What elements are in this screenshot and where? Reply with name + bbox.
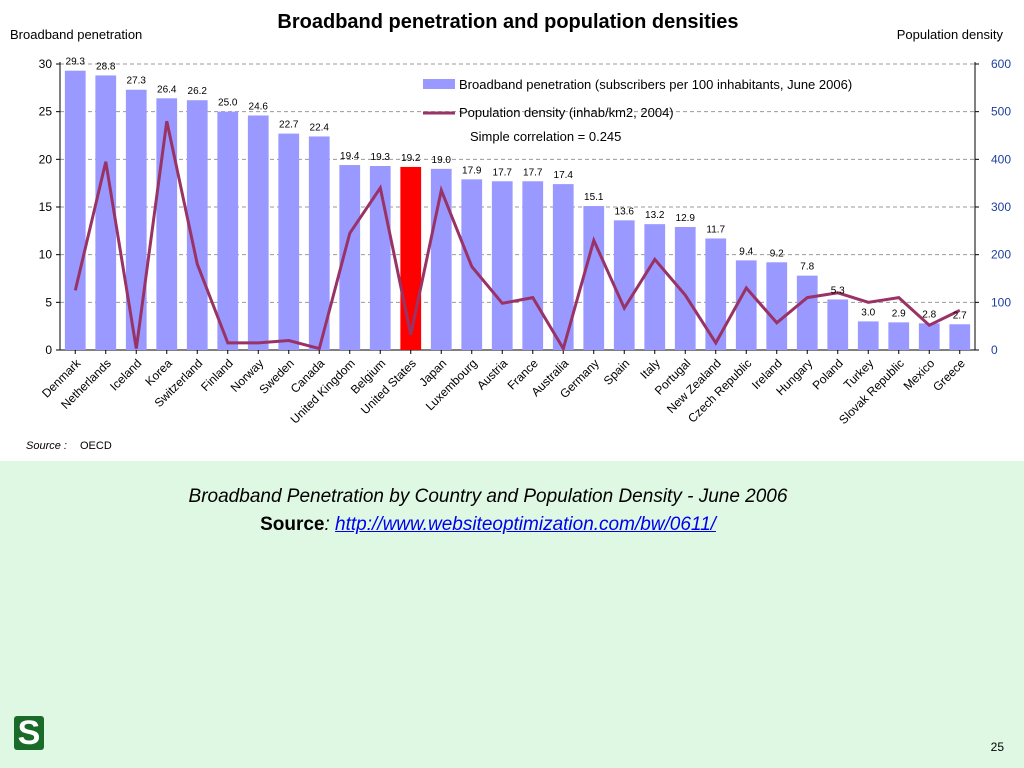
bar-data-label: 12.9: [676, 213, 696, 224]
bar-data-label: 19.2: [401, 153, 421, 164]
x-tick-label: Poland: [810, 356, 846, 392]
legend-bar-label: Broadband penetration (subscribers per 1…: [459, 77, 852, 92]
bar-data-label: 2.9: [892, 308, 906, 319]
bar-data-label: 26.4: [157, 84, 177, 95]
left-tick-label: 15: [39, 200, 53, 214]
bar-data-label: 5.3: [831, 285, 845, 296]
bar: [522, 181, 544, 350]
right-axis-title: Population density: [897, 27, 1004, 42]
bar-data-label: 22.4: [310, 122, 330, 133]
bar-data-label: 17.7: [493, 167, 513, 178]
bar-data-label: 13.6: [615, 206, 635, 217]
bar: [247, 115, 269, 350]
source-line: Source: http://www.websiteoptimization.c…: [0, 514, 976, 536]
bar-data-label: 24.6: [249, 101, 269, 112]
bar-data-label: 17.7: [523, 167, 543, 178]
bar: [125, 89, 147, 351]
bar: [583, 206, 605, 350]
bar: [949, 324, 971, 350]
right-tick-label: 300: [991, 200, 1011, 214]
left-tick-label: 20: [39, 152, 53, 166]
x-tick-label: Mexico: [901, 356, 938, 393]
source-note-label: Source :: [26, 440, 67, 452]
left-tick-label: 5: [45, 295, 52, 309]
correlation-annotation: Simple correlation = 0.245: [470, 129, 621, 144]
left-tick-label: 25: [39, 105, 53, 119]
bar: [613, 220, 635, 350]
bar-data-label: 9.4: [739, 246, 753, 257]
population-density-line: [73, 120, 961, 353]
bar: [156, 98, 178, 350]
right-tick-label: 600: [991, 57, 1011, 71]
bar-data-label: 25.0: [218, 98, 238, 109]
bar: [186, 100, 208, 350]
figure-caption: Broadband Penetration by Country and Pop…: [188, 486, 788, 507]
bar-data-label: 22.7: [279, 120, 299, 131]
bar: [674, 227, 696, 350]
source-label: Source: [260, 514, 325, 535]
legend-bar-swatch: [423, 79, 455, 89]
bar: [735, 260, 757, 350]
left-axis-title: Broadband penetration: [10, 27, 142, 42]
right-tick-label: 100: [991, 295, 1011, 309]
bar: [857, 321, 879, 350]
left-tick-label: 0: [45, 343, 52, 357]
x-tick-label: Greece: [930, 356, 968, 394]
bar: [766, 262, 788, 350]
bar: [705, 238, 727, 350]
bar-data-label: 17.4: [554, 170, 574, 181]
bar-data-label: 29.3: [66, 57, 86, 68]
bar: [308, 136, 330, 350]
chart-title: Broadband penetration and population den…: [277, 11, 738, 33]
bar: [400, 166, 422, 350]
right-tick-label: 0: [991, 343, 998, 357]
bar: [918, 323, 940, 350]
source-colon: :: [324, 514, 330, 535]
bar: [217, 111, 239, 351]
bar-data-label: 17.9: [462, 165, 482, 176]
source-note-value: OECD: [80, 440, 112, 452]
bar: [278, 133, 300, 350]
chart-panel: Broadband penetration and population den…: [0, 0, 1024, 461]
bar: [552, 184, 574, 350]
bar-data-label: 27.3: [127, 76, 147, 87]
bar-data-label: 13.2: [645, 210, 665, 221]
right-tick-label: 500: [991, 105, 1011, 119]
bar-data-label: 3.0: [861, 307, 875, 318]
bar: [64, 70, 86, 350]
bar-data-label: 19.4: [340, 151, 360, 162]
right-tick-label: 200: [991, 248, 1011, 262]
bar-data-label: 7.8: [800, 262, 814, 273]
chart: Broadband penetration and population den…: [10, 11, 1011, 452]
bar-data-label: 9.2: [770, 248, 784, 259]
bar: [796, 275, 818, 350]
x-tick-label: Italy: [637, 356, 662, 381]
bar: [339, 165, 361, 350]
legend: Broadband penetration (subscribers per 1…: [423, 77, 852, 144]
bar-data-label: 19.0: [432, 155, 452, 166]
bar-data-label: 2.8: [922, 309, 936, 320]
bar-data-label: 11.7: [706, 224, 725, 235]
x-tick-label: Austria: [474, 356, 511, 393]
bar-data-label: 19.3: [371, 152, 391, 163]
source-link[interactable]: http://www.websiteoptimization.com/bw/06…: [335, 514, 716, 535]
left-tick-label: 10: [39, 248, 53, 262]
left-tick-label: 30: [39, 57, 53, 71]
x-tick-label: Spain: [601, 356, 633, 388]
bar: [644, 224, 666, 350]
logo: S: [14, 716, 44, 750]
bar: [95, 75, 117, 350]
page-number: 25: [990, 740, 1004, 754]
x-tick-label: Iceland: [107, 356, 144, 393]
bar-data-label: 15.1: [584, 192, 604, 203]
right-tick-label: 400: [991, 152, 1011, 166]
bar-data-label: 26.2: [188, 86, 208, 97]
bar-data-label: 2.7: [953, 310, 967, 321]
bar-data-label: 28.8: [96, 61, 116, 72]
legend-line-label: Population density (inhab/km2, 2004): [459, 105, 674, 120]
bar: [888, 322, 910, 350]
bar: [827, 299, 849, 350]
bar: [491, 181, 513, 350]
